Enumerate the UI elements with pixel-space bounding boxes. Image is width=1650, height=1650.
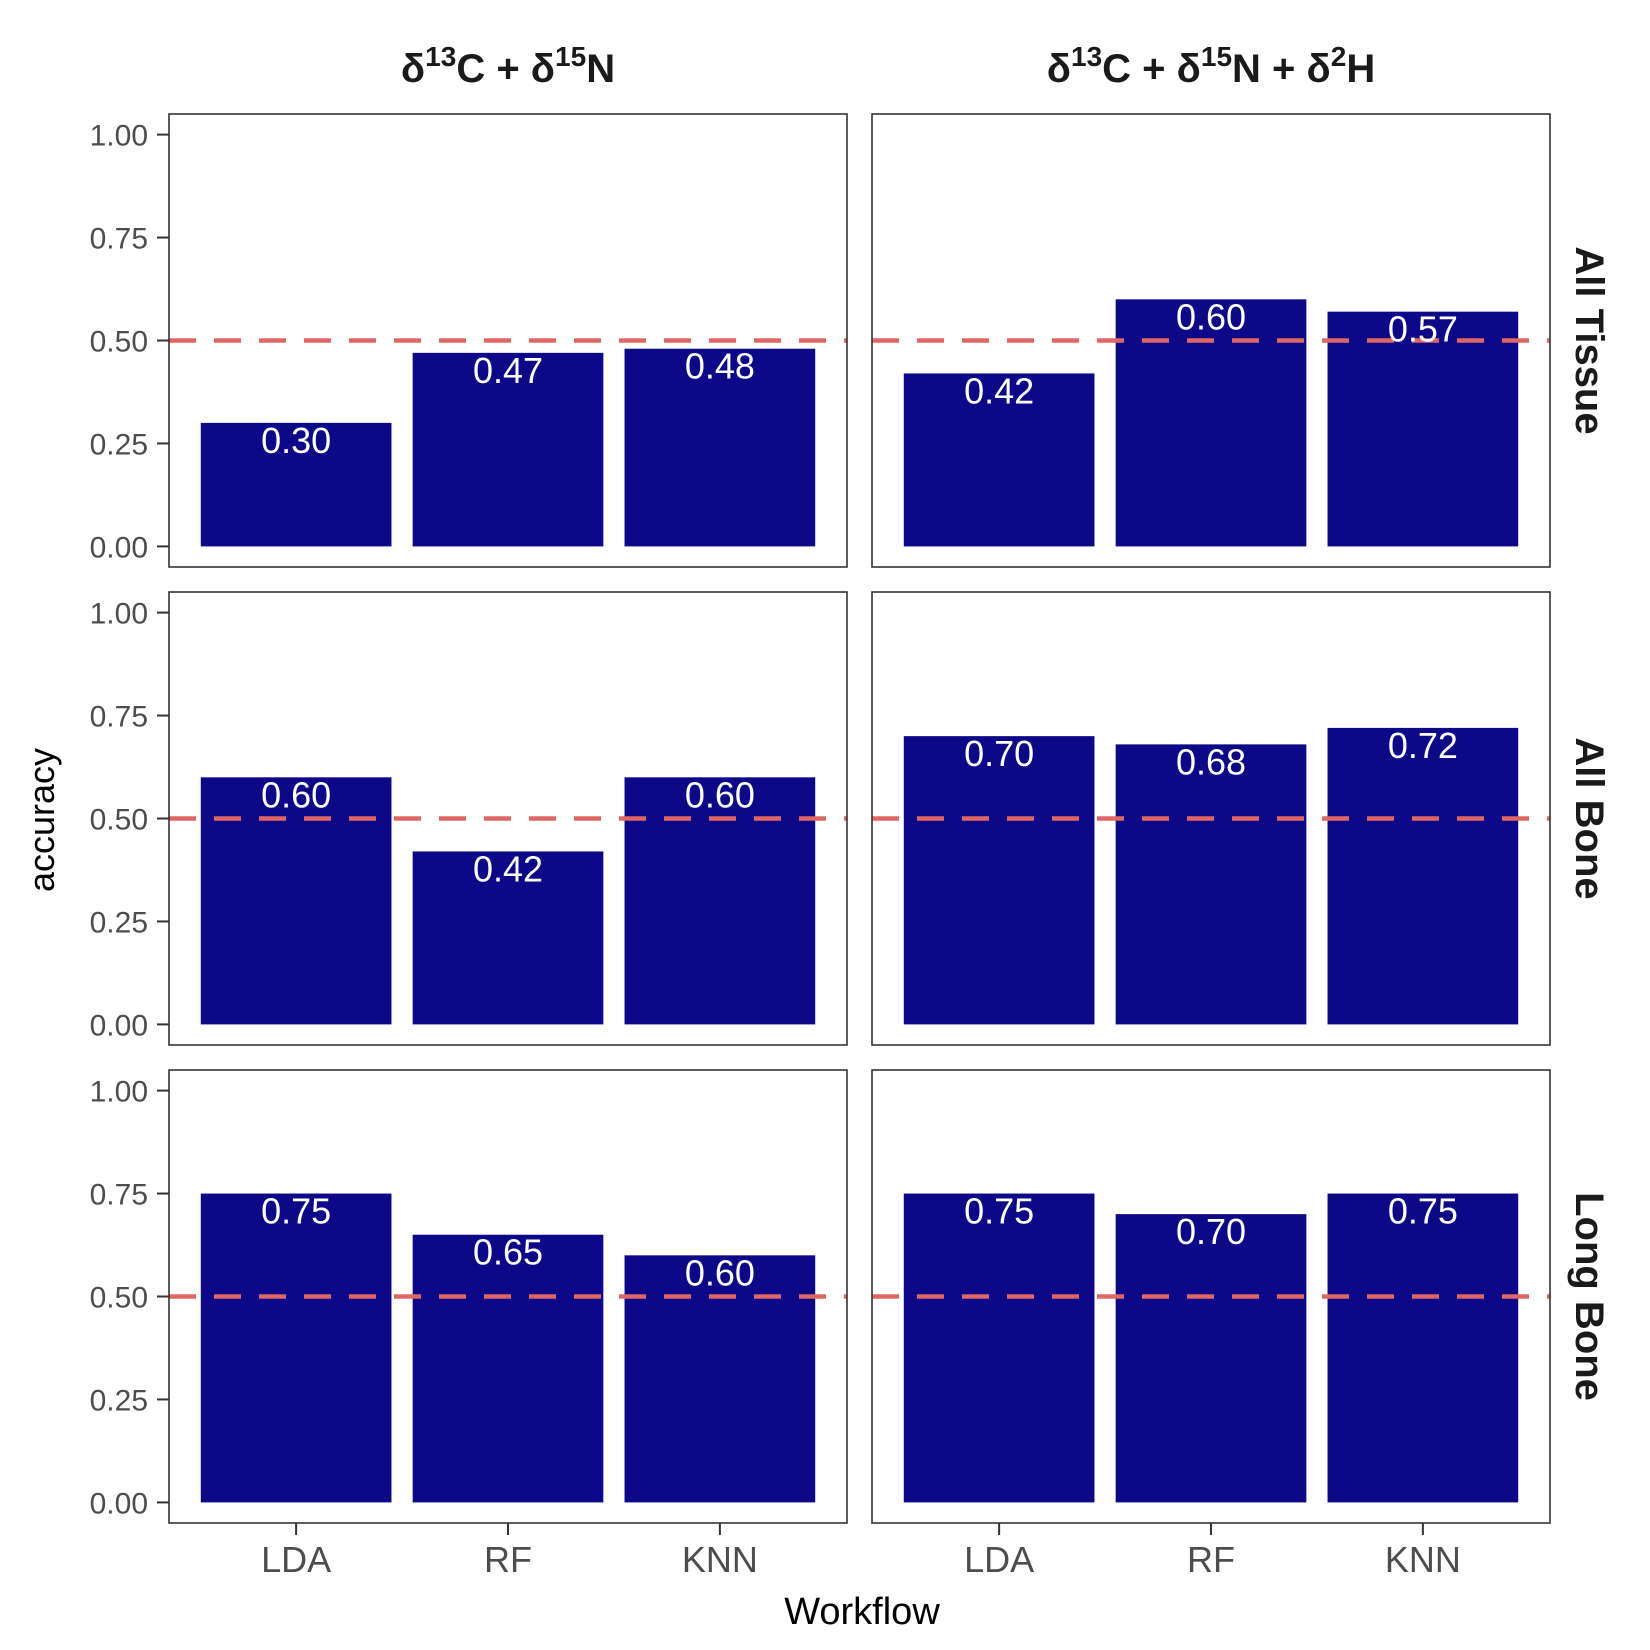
bar-rf	[412, 851, 604, 1025]
bar-label: 0.70	[964, 733, 1034, 774]
bar-label: 0.75	[964, 1191, 1034, 1232]
y-tick-label: 0.50	[90, 1282, 148, 1315]
bar-lda	[200, 422, 392, 547]
bar-knn	[1327, 1193, 1519, 1503]
bar-label: 0.75	[1388, 1191, 1458, 1232]
panel-1-1: 0.70 0.68 0.72	[871, 591, 1551, 1046]
bar-lda	[200, 1193, 392, 1503]
bar-label: 0.60	[261, 774, 331, 815]
column-facet-label: δ13C + δ15N + δ2H	[1047, 41, 1376, 91]
panel-border	[871, 591, 1551, 1046]
x-tick-label: LDA	[964, 1539, 1034, 1580]
row-facet-label: All Bone	[1567, 737, 1611, 899]
bar-knn	[1327, 727, 1519, 1025]
y-tick-label: 0.25	[90, 906, 148, 939]
row-facet-label: Long Bone	[1567, 1192, 1611, 1401]
y-tick-label: 0.00	[90, 1009, 148, 1042]
bar-label: 0.42	[473, 848, 543, 889]
bar-label: 0.60	[1176, 296, 1246, 337]
x-axis-title: Workflow	[784, 1591, 940, 1633]
bar-knn	[624, 348, 816, 547]
bar-label: 0.60	[685, 774, 755, 815]
y-tick-label: 1.00	[90, 1076, 148, 1109]
panel-2-0: 0.75 0.65 0.60	[168, 1069, 848, 1524]
y-tick-label: 0.75	[90, 701, 148, 734]
bar-knn	[1327, 311, 1519, 547]
x-tick-label: KNN	[1385, 1539, 1461, 1580]
bar-label: 0.48	[685, 346, 755, 387]
bar-lda	[903, 1193, 1095, 1503]
bar-rf	[412, 352, 604, 547]
bar-rf	[412, 1234, 604, 1503]
row-facet-label: All Tissue	[1567, 246, 1611, 434]
panel-1-0: 0.60 0.42 0.60	[168, 591, 848, 1046]
y-tick-label: 0.75	[90, 223, 148, 256]
x-tick-label: RF	[484, 1539, 532, 1580]
y-tick-label: 1.00	[90, 598, 148, 631]
bar-label: 0.57	[1388, 309, 1458, 350]
x-tick-label: KNN	[682, 1539, 758, 1580]
bar-label: 0.68	[1176, 741, 1246, 782]
panel-0-1: 0.42 0.60 0.57	[871, 113, 1551, 568]
x-tick-label: RF	[1187, 1539, 1235, 1580]
panel-0-0: 0.30 0.47 0.48	[168, 113, 848, 568]
y-tick-label: 0.75	[90, 1179, 148, 1212]
y-tick-label: 0.25	[90, 428, 148, 461]
bar-lda	[903, 736, 1095, 1025]
x-tick-label: LDA	[261, 1539, 331, 1580]
bar-label: 0.72	[1388, 725, 1458, 766]
bar-lda	[903, 373, 1095, 547]
bar-label: 0.42	[964, 370, 1034, 411]
bar-label: 0.30	[261, 420, 331, 461]
panel-2-1: 0.75 0.70 0.75	[871, 1069, 1551, 1524]
bar-label: 0.60	[685, 1252, 755, 1293]
y-tick-label: 0.00	[90, 531, 148, 564]
y-tick-label: 1.00	[90, 120, 148, 153]
bar-label: 0.65	[473, 1232, 543, 1273]
panel-border	[871, 113, 1551, 568]
y-axis-title: accuracy	[21, 748, 62, 892]
y-tick-label: 0.00	[90, 1487, 148, 1520]
y-tick-label: 0.50	[90, 326, 148, 359]
bar-label: 0.75	[261, 1191, 331, 1232]
bar-label: 0.70	[1176, 1211, 1246, 1252]
column-facet-label: δ13C + δ15N	[401, 41, 615, 91]
y-tick-label: 0.25	[90, 1384, 148, 1417]
bar-label: 0.47	[473, 350, 543, 391]
y-tick-label: 0.50	[90, 804, 148, 837]
bar-rf	[1115, 744, 1307, 1025]
bar-rf	[1115, 1214, 1307, 1503]
